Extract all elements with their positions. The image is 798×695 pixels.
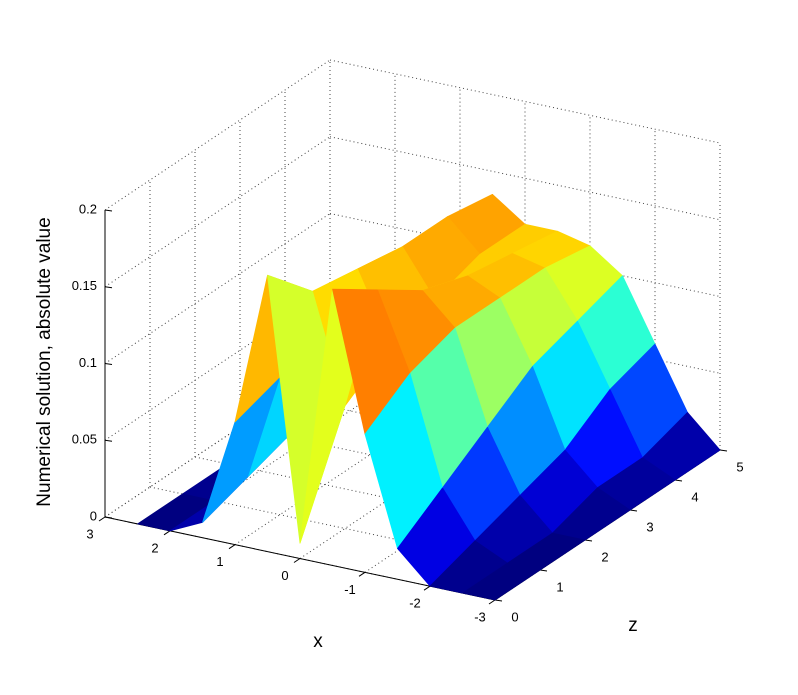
x-tick-label: -1 bbox=[344, 582, 356, 597]
x-axis-label: x bbox=[313, 631, 323, 652]
x-tick-label: 0 bbox=[281, 568, 288, 583]
x-tick-label: -3 bbox=[474, 609, 486, 624]
y-axis-label: Numerical solution, absolute value bbox=[34, 217, 55, 506]
z-tick-label: 4 bbox=[691, 489, 698, 504]
tick-mark bbox=[163, 530, 171, 536]
grid-line bbox=[104, 59, 331, 211]
z-tick-label: 1 bbox=[556, 579, 563, 594]
tick-mark bbox=[488, 599, 496, 605]
tick-mark bbox=[104, 286, 113, 289]
grid-line bbox=[329, 213, 721, 297]
tick-mark bbox=[104, 516, 113, 519]
grid-line bbox=[329, 136, 721, 221]
y-tick-label: 0.05 bbox=[72, 432, 97, 447]
z-tick-label: 0 bbox=[511, 609, 518, 624]
tick-mark bbox=[104, 209, 113, 212]
y-tick-label: 0.2 bbox=[79, 201, 97, 216]
tick-mark bbox=[104, 363, 113, 365]
surface-facet bbox=[462, 562, 541, 601]
z-tick-label: 5 bbox=[736, 459, 743, 474]
x-tick-label: -2 bbox=[409, 596, 421, 611]
tick-mark bbox=[584, 539, 593, 542]
z-tick-label: 2 bbox=[601, 549, 608, 564]
tick-mark bbox=[228, 544, 236, 550]
y-tick-label: 0 bbox=[90, 508, 97, 523]
x-tick-label: 2 bbox=[151, 540, 158, 555]
grid-line bbox=[329, 59, 721, 144]
tick-mark bbox=[98, 516, 106, 522]
tick-mark bbox=[539, 569, 548, 572]
grid-line bbox=[104, 136, 331, 288]
tick-mark bbox=[674, 479, 683, 482]
x-tick-label: 3 bbox=[86, 526, 93, 541]
tick-mark bbox=[494, 599, 503, 602]
x-tick-label: 1 bbox=[216, 554, 223, 569]
tick-mark bbox=[358, 571, 366, 577]
tick-mark bbox=[719, 449, 728, 452]
tick-mark bbox=[293, 558, 301, 563]
y-tick-label: 0.15 bbox=[72, 278, 97, 293]
z-axis-label: z bbox=[628, 615, 638, 636]
tick-mark bbox=[104, 439, 113, 442]
tick-mark bbox=[629, 509, 638, 512]
tick-mark bbox=[423, 585, 431, 591]
y-tick-label: 0.1 bbox=[79, 355, 97, 370]
z-tick-label: 3 bbox=[646, 519, 653, 534]
